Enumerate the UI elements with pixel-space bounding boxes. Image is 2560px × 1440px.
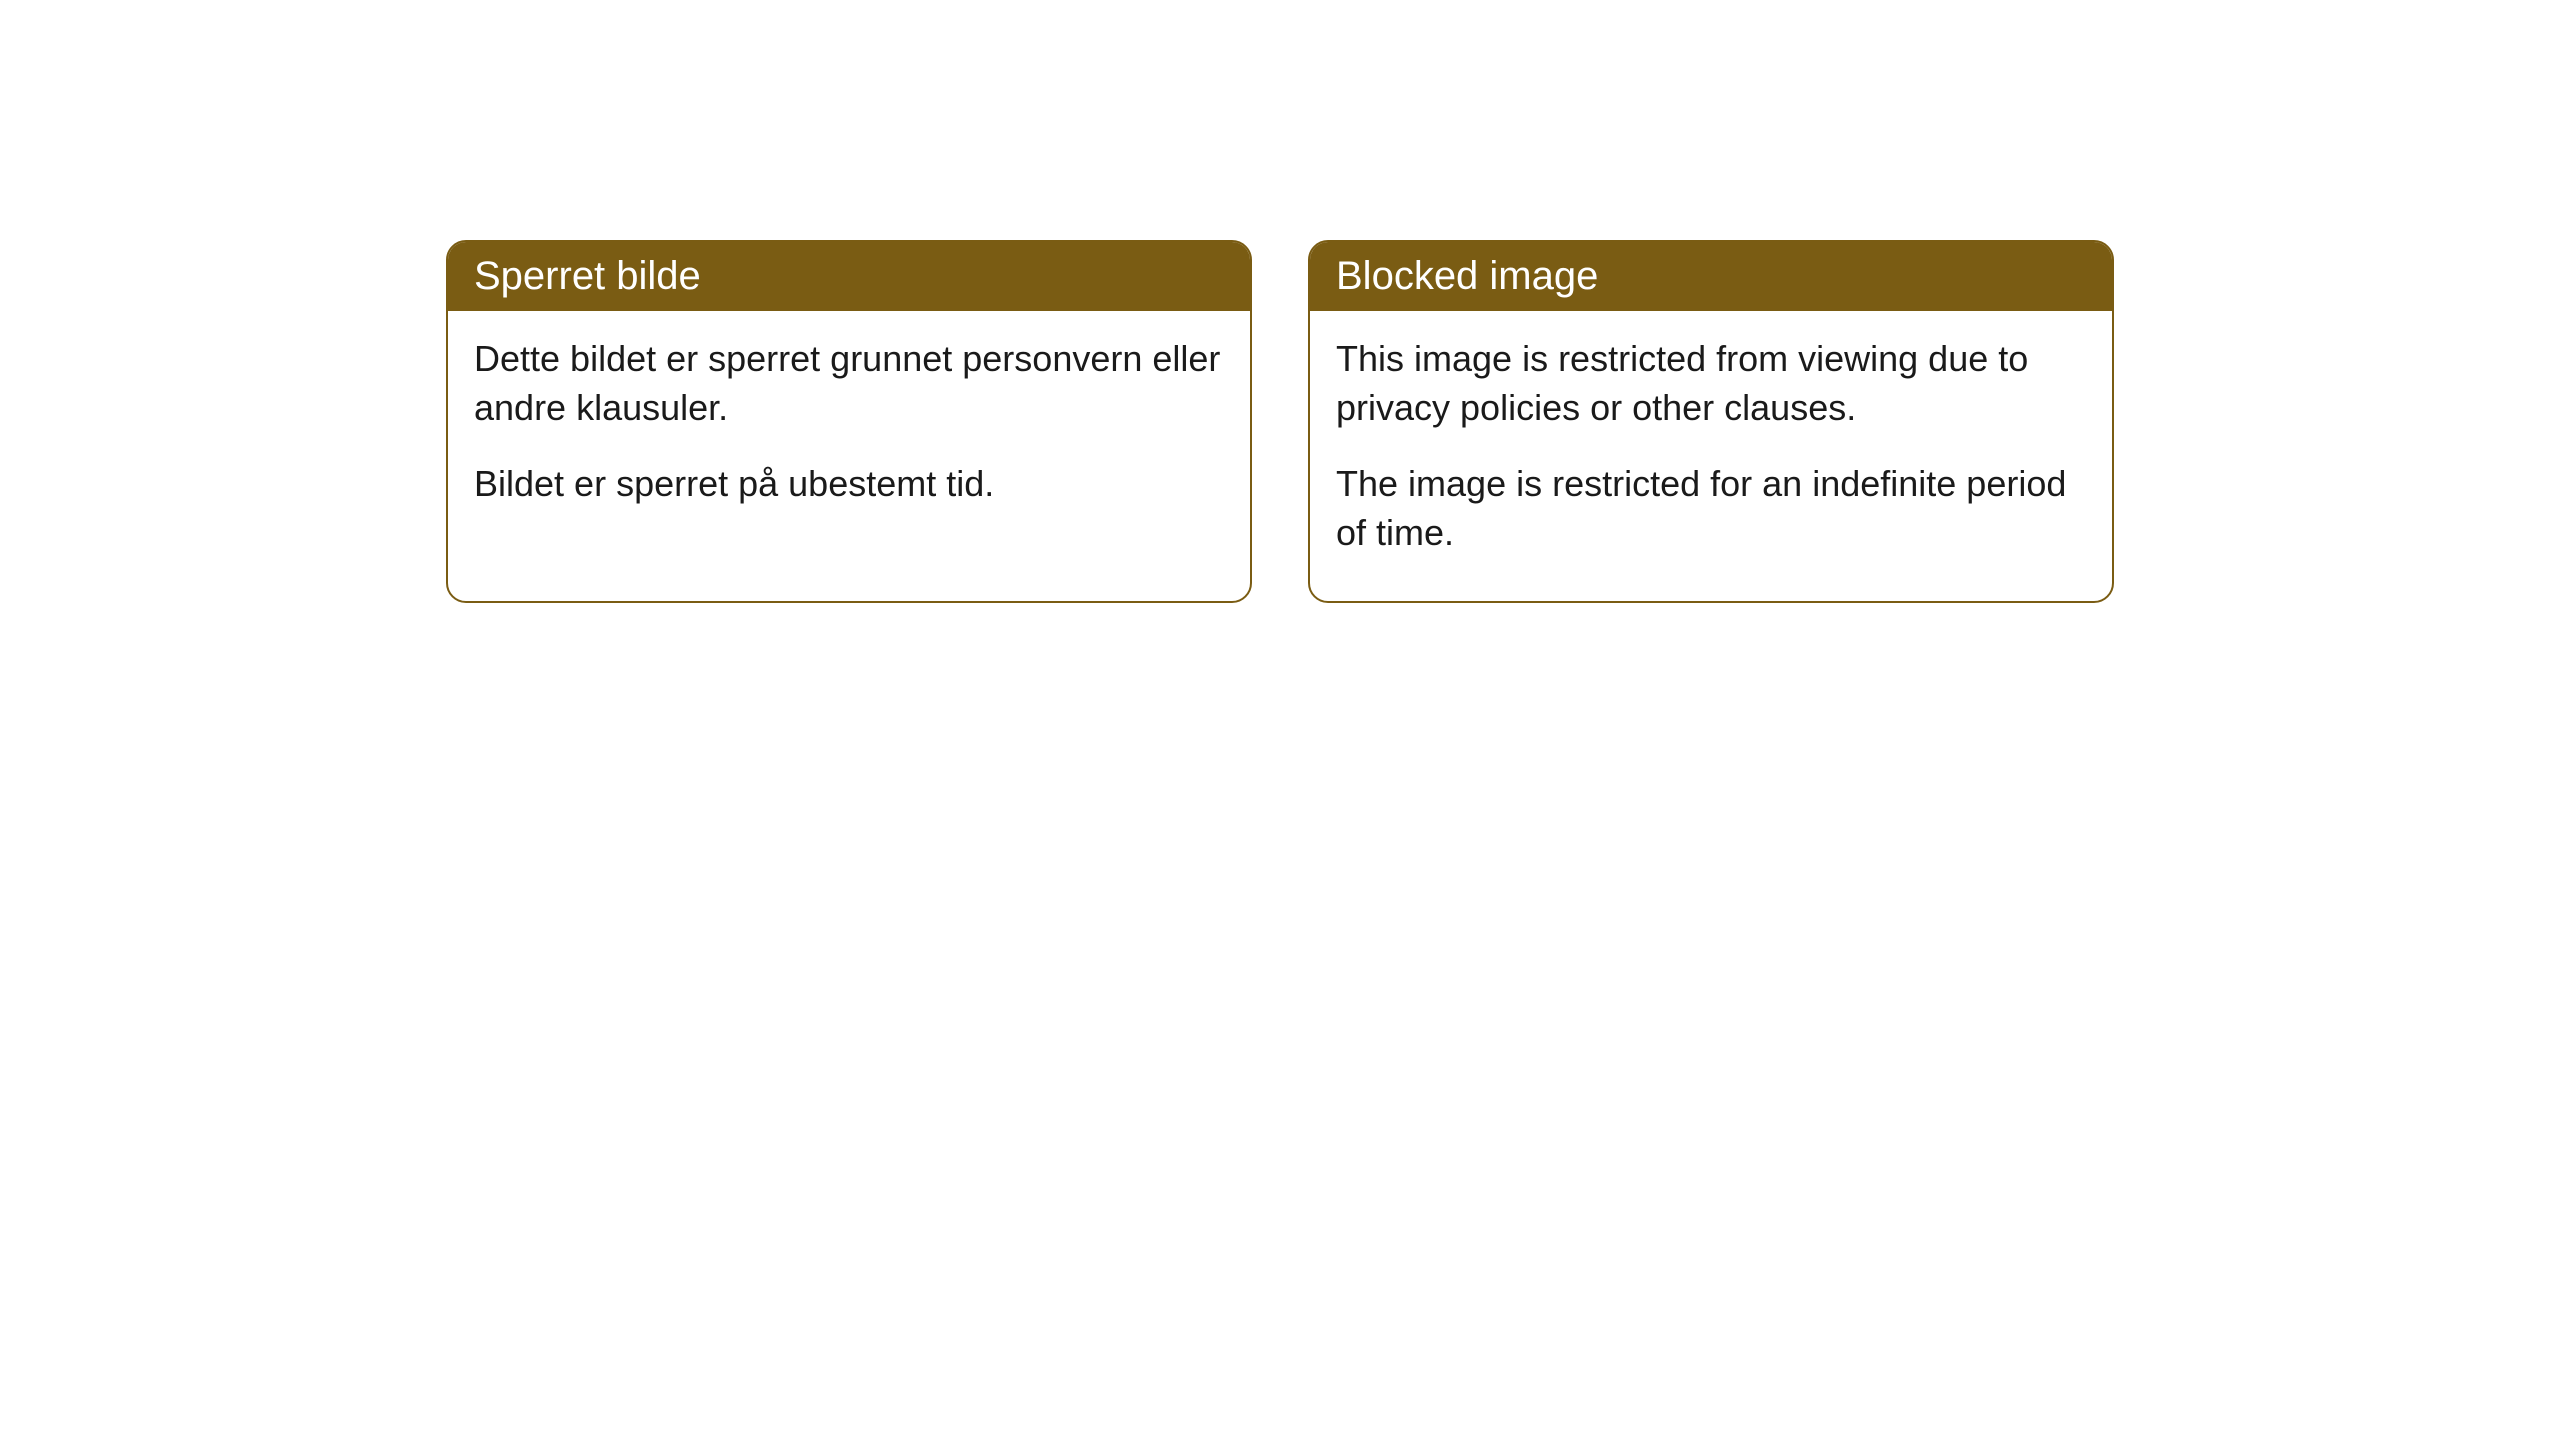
card-body: Dette bildet er sperret grunnet personve… — [448, 311, 1250, 553]
card-paragraph: The image is restricted for an indefinit… — [1336, 460, 2086, 557]
card-header: Blocked image — [1310, 242, 2112, 311]
notice-cards-container: Sperret bilde Dette bildet er sperret gr… — [446, 240, 2114, 603]
card-paragraph: This image is restricted from viewing du… — [1336, 335, 2086, 432]
card-paragraph: Bildet er sperret på ubestemt tid. — [474, 460, 1224, 509]
notice-card-english: Blocked image This image is restricted f… — [1308, 240, 2114, 603]
card-title: Blocked image — [1336, 254, 1598, 298]
card-title: Sperret bilde — [474, 254, 701, 298]
card-header: Sperret bilde — [448, 242, 1250, 311]
card-paragraph: Dette bildet er sperret grunnet personve… — [474, 335, 1224, 432]
notice-card-norwegian: Sperret bilde Dette bildet er sperret gr… — [446, 240, 1252, 603]
card-body: This image is restricted from viewing du… — [1310, 311, 2112, 601]
